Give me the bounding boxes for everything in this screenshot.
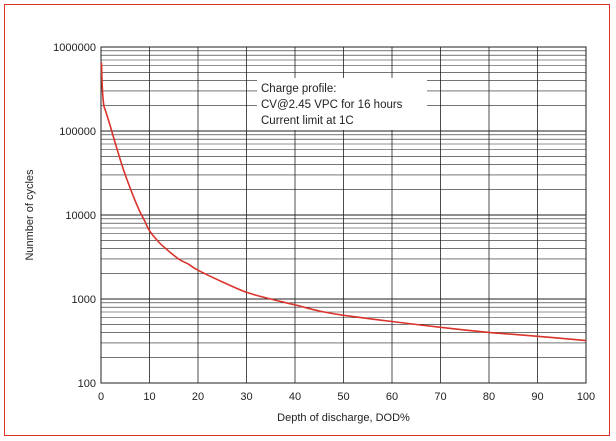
y-tick-label: 1000 [72, 294, 96, 306]
x-tick-label: 80 [483, 391, 495, 403]
y-tick-label: 10000 [65, 210, 96, 222]
cycle-life-curve [100, 62, 587, 342]
x-tick-label: 10 [143, 391, 155, 403]
y-tick-label: 1000000 [53, 42, 96, 54]
charge-profile-annotation: Charge profile: CV@2.45 VPC for 16 hours C… [257, 78, 427, 130]
chart-frame: 0 10 20 30 40 50 60 70 80 90 100 100 1000 10000 10000… [4, 4, 610, 436]
x-axis-ticks: 0 10 20 30 40 50 60 70 80 90 100 [98, 391, 595, 403]
x-tick-label: 100 [577, 391, 595, 403]
x-tick-label: 90 [531, 391, 543, 403]
y-tick-label: 100000 [59, 126, 96, 138]
y-axis-ticks: 100 1000 10000 100000 1000000 [53, 42, 96, 390]
x-tick-label: 30 [240, 391, 252, 403]
annotation-background [257, 78, 427, 130]
plot-area [100, 46, 587, 384]
annotation-line: CV@2.45 VPC for 16 hours [261, 99, 403, 111]
x-tick-label: 20 [192, 391, 204, 403]
x-tick-label: 70 [434, 391, 446, 403]
x-tick-label: 60 [386, 391, 398, 403]
y-tick-label: 100 [78, 378, 96, 390]
x-tick-label: 0 [98, 391, 104, 403]
x-tick-label: 50 [337, 391, 349, 403]
y-axis-label: Nunmber of cycles [24, 169, 36, 261]
x-axis-label: Depth of discharge, DOD% [277, 412, 410, 424]
annotation-line: Charge profile: [261, 83, 336, 95]
x-tick-label: 40 [289, 391, 301, 403]
cycle-life-chart: 0 10 20 30 40 50 60 70 80 90 100 100 1000 10000 10000… [24, 42, 595, 424]
annotation-line: Current limit at 1C [261, 115, 354, 127]
